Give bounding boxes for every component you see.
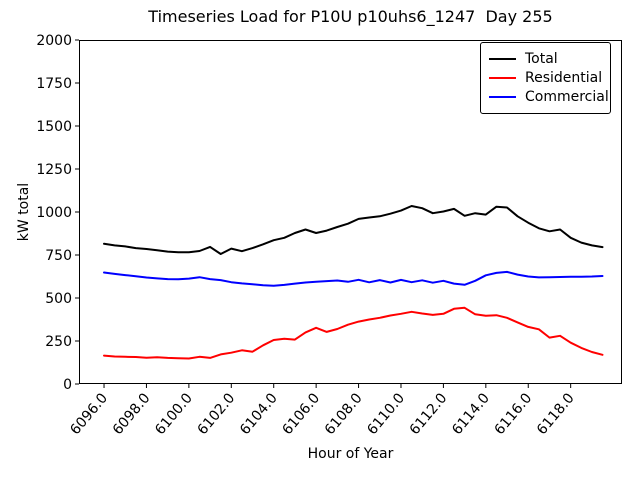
y-tick-label: 1250 [36,162,72,178]
commercial-line [103,270,604,287]
y-tick-label: 250 [45,334,72,350]
residential-line [103,306,604,360]
legend-label-total: Total [525,51,558,67]
x-tick-label: 6104.0 [237,390,281,438]
x-tick-label: 6108.0 [322,390,366,438]
commercial-line-sample [489,96,516,98]
legend-item-residential: Residential [489,69,602,87]
x-tick-label: 6112.0 [407,390,451,438]
x-tick-label: 6098.0 [110,390,154,438]
y-tick-label: 1750 [36,76,72,92]
x-tick-label: 6110.0 [364,390,408,438]
y-tick-label: 1000 [36,205,72,221]
x-tick-label: 6100.0 [152,390,196,438]
x-tick-label: 6102.0 [195,390,239,438]
x-tick-label: 6106.0 [279,390,323,438]
legend-label-residential: Residential [525,70,603,86]
y-tick-label: 500 [45,291,72,307]
legend-box: Total Residential Commercial [480,42,611,114]
legend-item-total: Total [489,50,602,68]
plot-frame [79,40,622,384]
total-line [103,205,604,255]
residential-line-sample [489,77,516,79]
chart-title: Timeseries Load for P10U p10uhs6_1247 Da… [148,7,553,26]
x-tick-label: 6118.0 [534,390,578,438]
legend-label-commercial: Commercial [525,89,609,105]
y-tick-label: 1500 [36,119,72,135]
x-axis-label: Hour of Year [307,446,394,462]
legend-item-commercial: Commercial [489,88,609,106]
y-tick-label: 750 [45,248,72,264]
y-axis-label: kW total [16,182,32,242]
x-tick-label: 6096.0 [67,390,111,438]
total-line-sample [489,58,516,60]
y-tick-label: 2000 [36,33,72,49]
x-tick-label: 6116.0 [492,390,536,438]
x-tick-label: 6114.0 [449,390,493,438]
y-tick-label: 0 [63,377,72,393]
